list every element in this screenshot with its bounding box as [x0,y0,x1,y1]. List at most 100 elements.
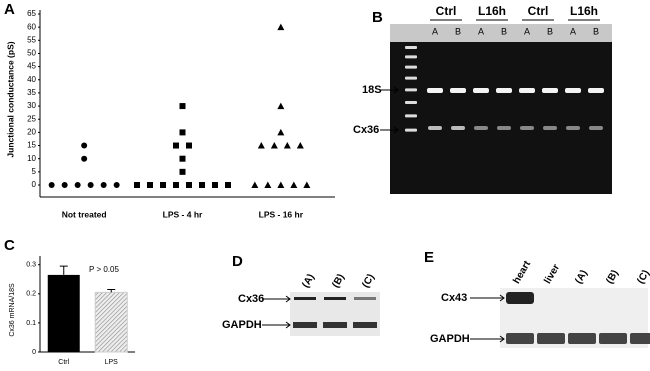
data-point [147,182,153,188]
band-label: 18S [362,84,382,96]
lane-label: (C) [635,268,650,286]
y-tick-label: 45 [27,62,36,71]
y-tick-label: 0 [32,349,36,356]
x-tick-label: LPS - 4 hr [163,209,203,219]
lane-label: B [593,26,599,36]
data-point [100,182,107,188]
band [450,88,466,93]
lane-label: (A) [300,272,316,290]
data-point [283,142,291,149]
data-point [87,182,94,188]
x-tick-label: LPS - 16 hr [259,209,304,219]
band-label: Cx36 [353,124,379,136]
band [427,88,443,93]
data-point [48,182,55,188]
band [294,297,316,300]
y-tick-label: 50 [27,49,36,58]
y-tick-label: 0.2 [26,291,36,298]
bar [47,274,80,352]
band [293,322,317,328]
data-point [179,168,186,175]
data-point [277,23,285,31]
arrow [470,294,505,302]
lane-group: L16h [478,4,506,18]
band [451,126,465,130]
lane-label: (B) [604,268,620,286]
arrow [380,86,399,94]
data-point [179,155,186,162]
y-tick-label: 0.1 [26,320,36,327]
ladder-band [405,128,417,132]
band [566,126,580,130]
band [543,126,557,130]
band [496,88,512,93]
arrow [470,335,505,343]
band-label: GAPDH [430,333,470,345]
band [537,333,565,344]
data-point [179,129,186,136]
y-tick-label: 5 [32,167,37,176]
lane-group: Ctrl [528,4,549,18]
gel-image [390,36,612,194]
error-bar [107,288,116,293]
lane-label: (B) [330,272,346,290]
band [473,88,489,93]
arrow [380,126,399,134]
panel-letter: C [4,237,15,254]
ladder-band [405,76,417,80]
data-point [186,142,192,149]
bar [94,291,128,353]
band [353,322,377,328]
annotation: P > 0.05 [89,265,119,274]
ladder-band [405,65,417,69]
band [474,126,488,130]
arrow [262,295,291,303]
y-tick-label: 40 [27,75,36,84]
lane-label: A [570,26,576,36]
data-point [303,181,311,188]
band [630,333,650,344]
data-point [81,142,88,149]
x-tick-label: LPS [105,359,119,366]
data-point [199,182,205,188]
band [542,88,558,93]
band [520,126,534,130]
band [497,126,511,130]
ladder-band [405,46,417,49]
y-tick-label: 35 [27,88,36,97]
y-tick-label: 10 [27,154,36,163]
y-tick-label: 65 [27,9,36,18]
data-point [134,182,140,188]
y-tick-label: 60 [27,22,36,31]
band [519,88,535,93]
ladder-band [405,114,417,118]
data-point [277,102,285,110]
lane-label: liver [542,262,562,285]
data-point [257,142,265,149]
ladder-band [405,88,417,92]
y-tick-label: 0.3 [26,262,36,269]
data-point [113,182,120,188]
lane-group: Ctrl [436,4,457,18]
band [565,88,581,93]
y-tick-label: 0 [32,180,37,189]
data-point [251,181,259,188]
lane-label: (C) [360,272,376,290]
band-label: GAPDH [222,319,262,331]
band [354,297,376,300]
band [324,297,346,300]
y-tick-label: 15 [27,141,36,150]
data-point [225,182,231,188]
band [588,88,604,93]
arrow [262,321,291,329]
data-point [296,142,304,149]
lane-label: A [432,26,438,36]
y-tick-label: 30 [27,101,36,110]
data-point [179,103,186,110]
lane-label: B [455,26,461,36]
band [599,333,627,344]
data-point [81,155,88,162]
data-point [61,182,68,188]
y-tick-label: 55 [27,35,36,44]
